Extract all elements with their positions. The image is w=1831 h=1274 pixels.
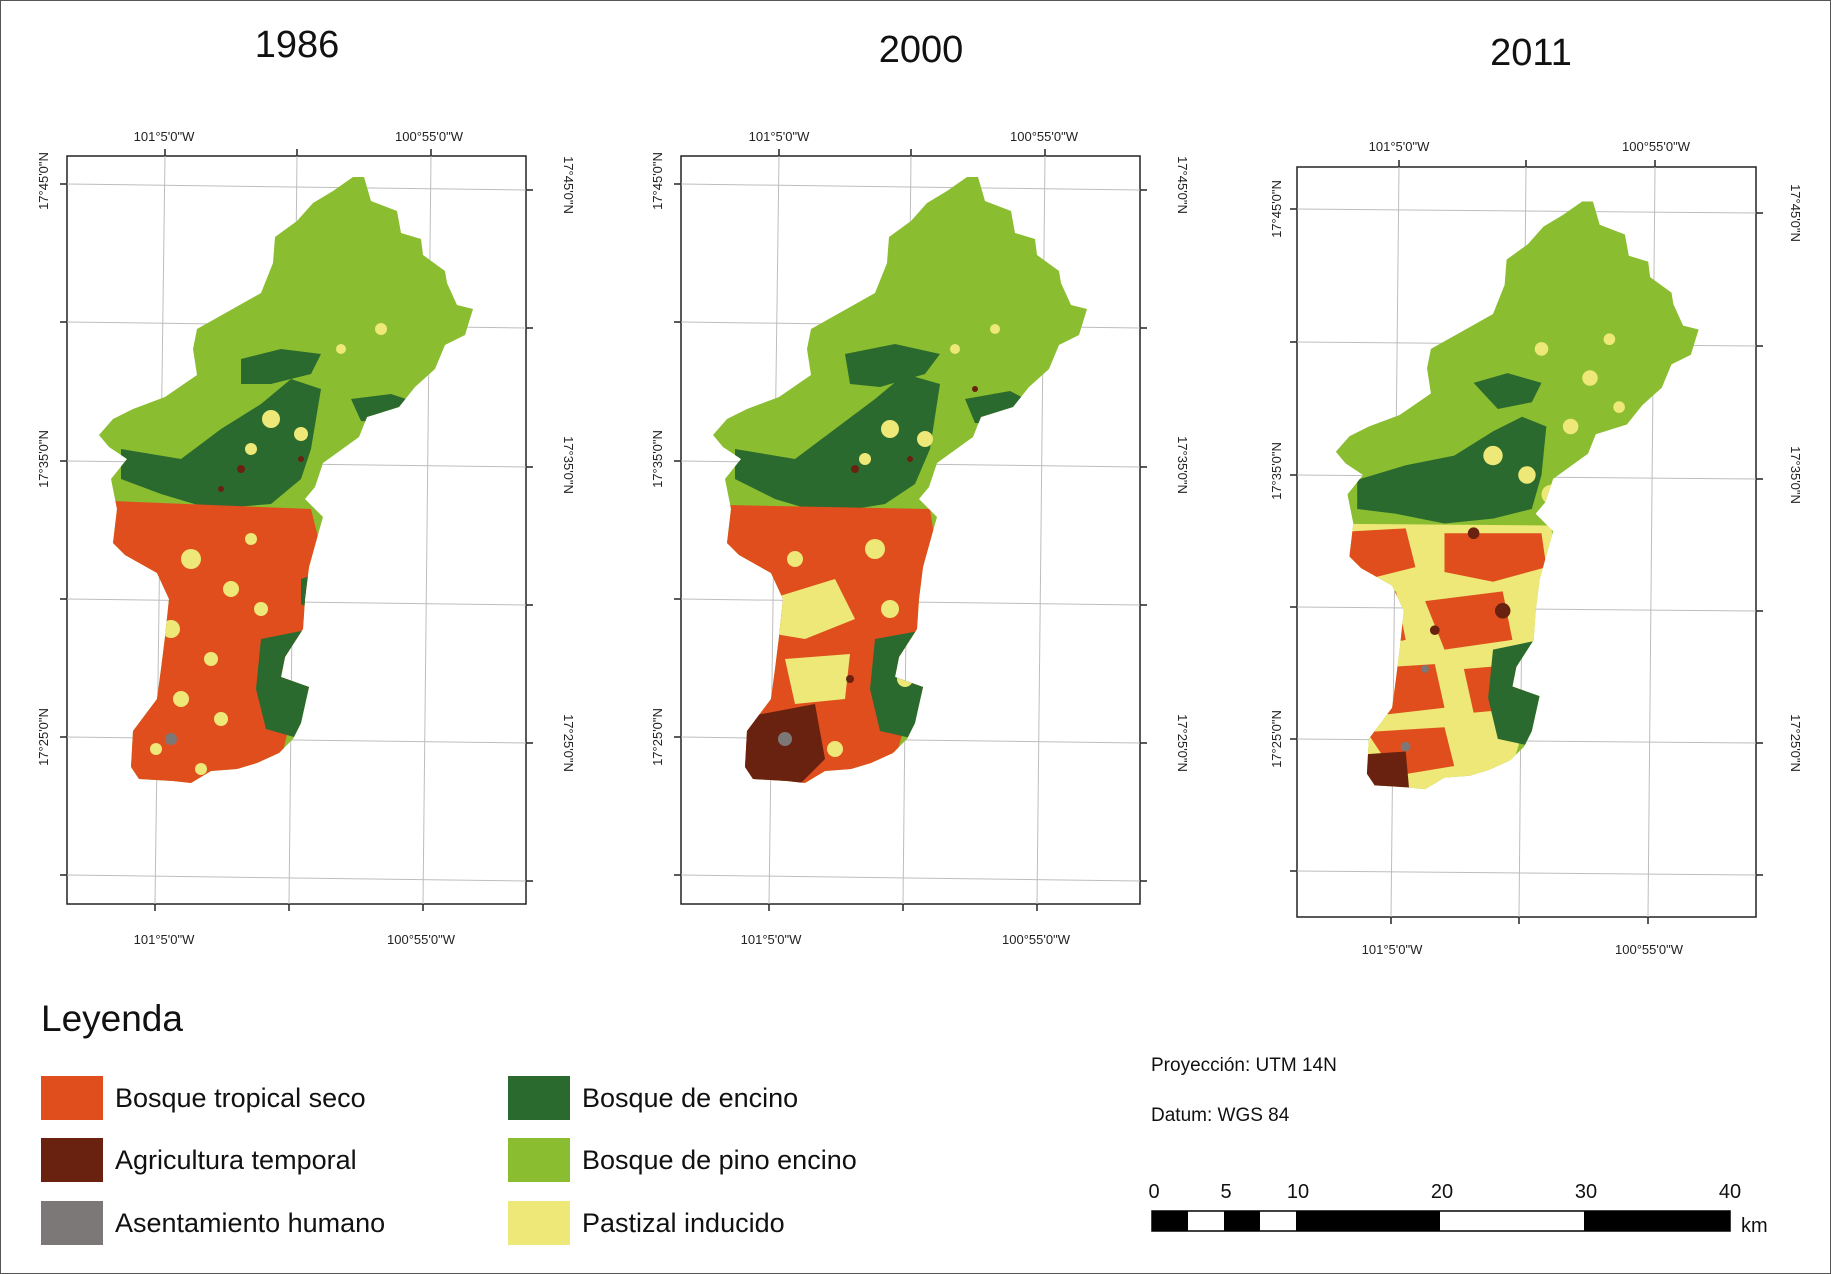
scale-tick-10: 10 [1286,1181,1310,1203]
lat-label-right-bottom: 17°25'0"N [1175,714,1190,772]
lon-label-top-right: 100°55'0"W [1622,139,1691,154]
legend-label: Agricultura temporal [115,1144,357,1175]
lat-label-right-bottom: 17°25'0"N [561,714,576,772]
panel-year-title: 1986 [255,24,340,66]
lon-label-bottom-left: 101°5'0"W [134,932,195,947]
legend-swatch [508,1138,570,1182]
legend-item-agricultura-temporal: Agricultura temporal [41,1138,357,1182]
lon-label-bottom-right: 100°55'0"W [1615,942,1684,957]
scale-tick-40: 40 [1718,1181,1742,1203]
panel-year-title: 2011 [1490,32,1572,74]
legend-item-asentamiento-humano: Asentamiento humano [41,1201,385,1245]
lat-label-right-mid: 17°35'0"N [1788,446,1803,504]
legend-swatch [508,1076,570,1120]
legend-swatch [41,1076,103,1120]
scale-bar-graphic [1151,1210,1731,1232]
lat-label-left-mid: 17°35'0"N [650,430,665,488]
map-panel-2011: 2011 101°5'0"W 100°55'0"W 101°5'0"W 100°… [1269,32,1803,957]
lon-label-bottom-left: 101°5'0"W [1362,942,1423,957]
lon-label-bottom-right: 100°55'0"W [1002,932,1071,947]
legend-label: Bosque de pino encino [582,1144,857,1175]
lon-label-top-right: 100°55'0"W [1010,129,1079,144]
datum-label: Datum: WGS 84 [1151,1105,1290,1126]
lat-label-left-bottom: 17°25'0"N [1269,710,1284,768]
lat-label-left-mid: 17°35'0"N [1269,442,1284,500]
legend-label: Asentamiento humano [115,1207,386,1238]
projection-label: Proyección: UTM 14N [1151,1055,1337,1076]
legend-title: Leyenda [41,998,183,1039]
lat-label-right-mid: 17°35'0"N [561,436,576,494]
legend-swatch [41,1138,103,1182]
lon-label-top-left: 101°5'0"W [1369,139,1430,154]
map-panel-2000: 2000 101°5'0"W 100°55'0"W 101°5'0"W 100°… [650,29,1190,947]
legend-item-bosque-de-pino-encino: Bosque de pino encino [508,1138,857,1182]
lon-label-top-left: 101°5'0"W [749,129,810,144]
scale-tick-20: 20 [1430,1181,1454,1203]
legend-swatch [508,1201,570,1245]
lon-label-top-left: 101°5'0"W [134,129,195,144]
lat-label-right-bottom: 17°25'0"N [1788,714,1803,772]
lon-label-bottom-left: 101°5'0"W [741,932,802,947]
panel-year-title: 2000 [879,29,964,71]
legend-item-bosque-tropical-seco: Bosque tropical seco [41,1076,366,1120]
map-panel-1986: 1986 101°5'0"W 100°55'0"W 101°5'0"W 100°… [36,24,576,947]
legend-swatch [41,1201,103,1245]
lat-label-left-bottom: 17°25'0"N [36,708,51,766]
legend-item-pastizal-inducido: Pastizal inducido [508,1201,785,1245]
lat-label-left-bottom: 17°25'0"N [650,708,665,766]
lon-label-top-right: 100°55'0"W [395,129,464,144]
lat-label-left-mid: 17°35'0"N [36,430,51,488]
legend-label: Bosque tropical seco [115,1082,366,1113]
maps-svg: 1986 101°5'0"W 100°55'0"W 101°5'0"W 100°… [36,24,1803,957]
scale-tick-0: 0 [1148,1181,1160,1203]
legend-item-bosque-de-encino: Bosque de encino [508,1076,798,1120]
lat-label-right-top: 17°45'0"N [1175,156,1190,214]
lat-label-right-mid: 17°35'0"N [1175,436,1190,494]
scale-tick-5: 5 [1220,1181,1232,1203]
lat-label-left-top: 17°45'0"N [36,152,51,210]
scale-tick-30: 30 [1574,1181,1598,1203]
lat-label-right-top: 17°45'0"N [561,156,576,214]
lat-label-right-top: 17°45'0"N [1788,184,1803,242]
lat-label-left-top: 17°45'0"N [1269,180,1284,238]
legend-label: Bosque de encino [582,1082,799,1113]
lon-label-bottom-right: 100°55'0"W [387,932,456,947]
lat-label-left-top: 17°45'0"N [650,152,665,210]
legend-label: Pastizal inducido [582,1207,785,1238]
scale-unit: km [1741,1215,1768,1237]
